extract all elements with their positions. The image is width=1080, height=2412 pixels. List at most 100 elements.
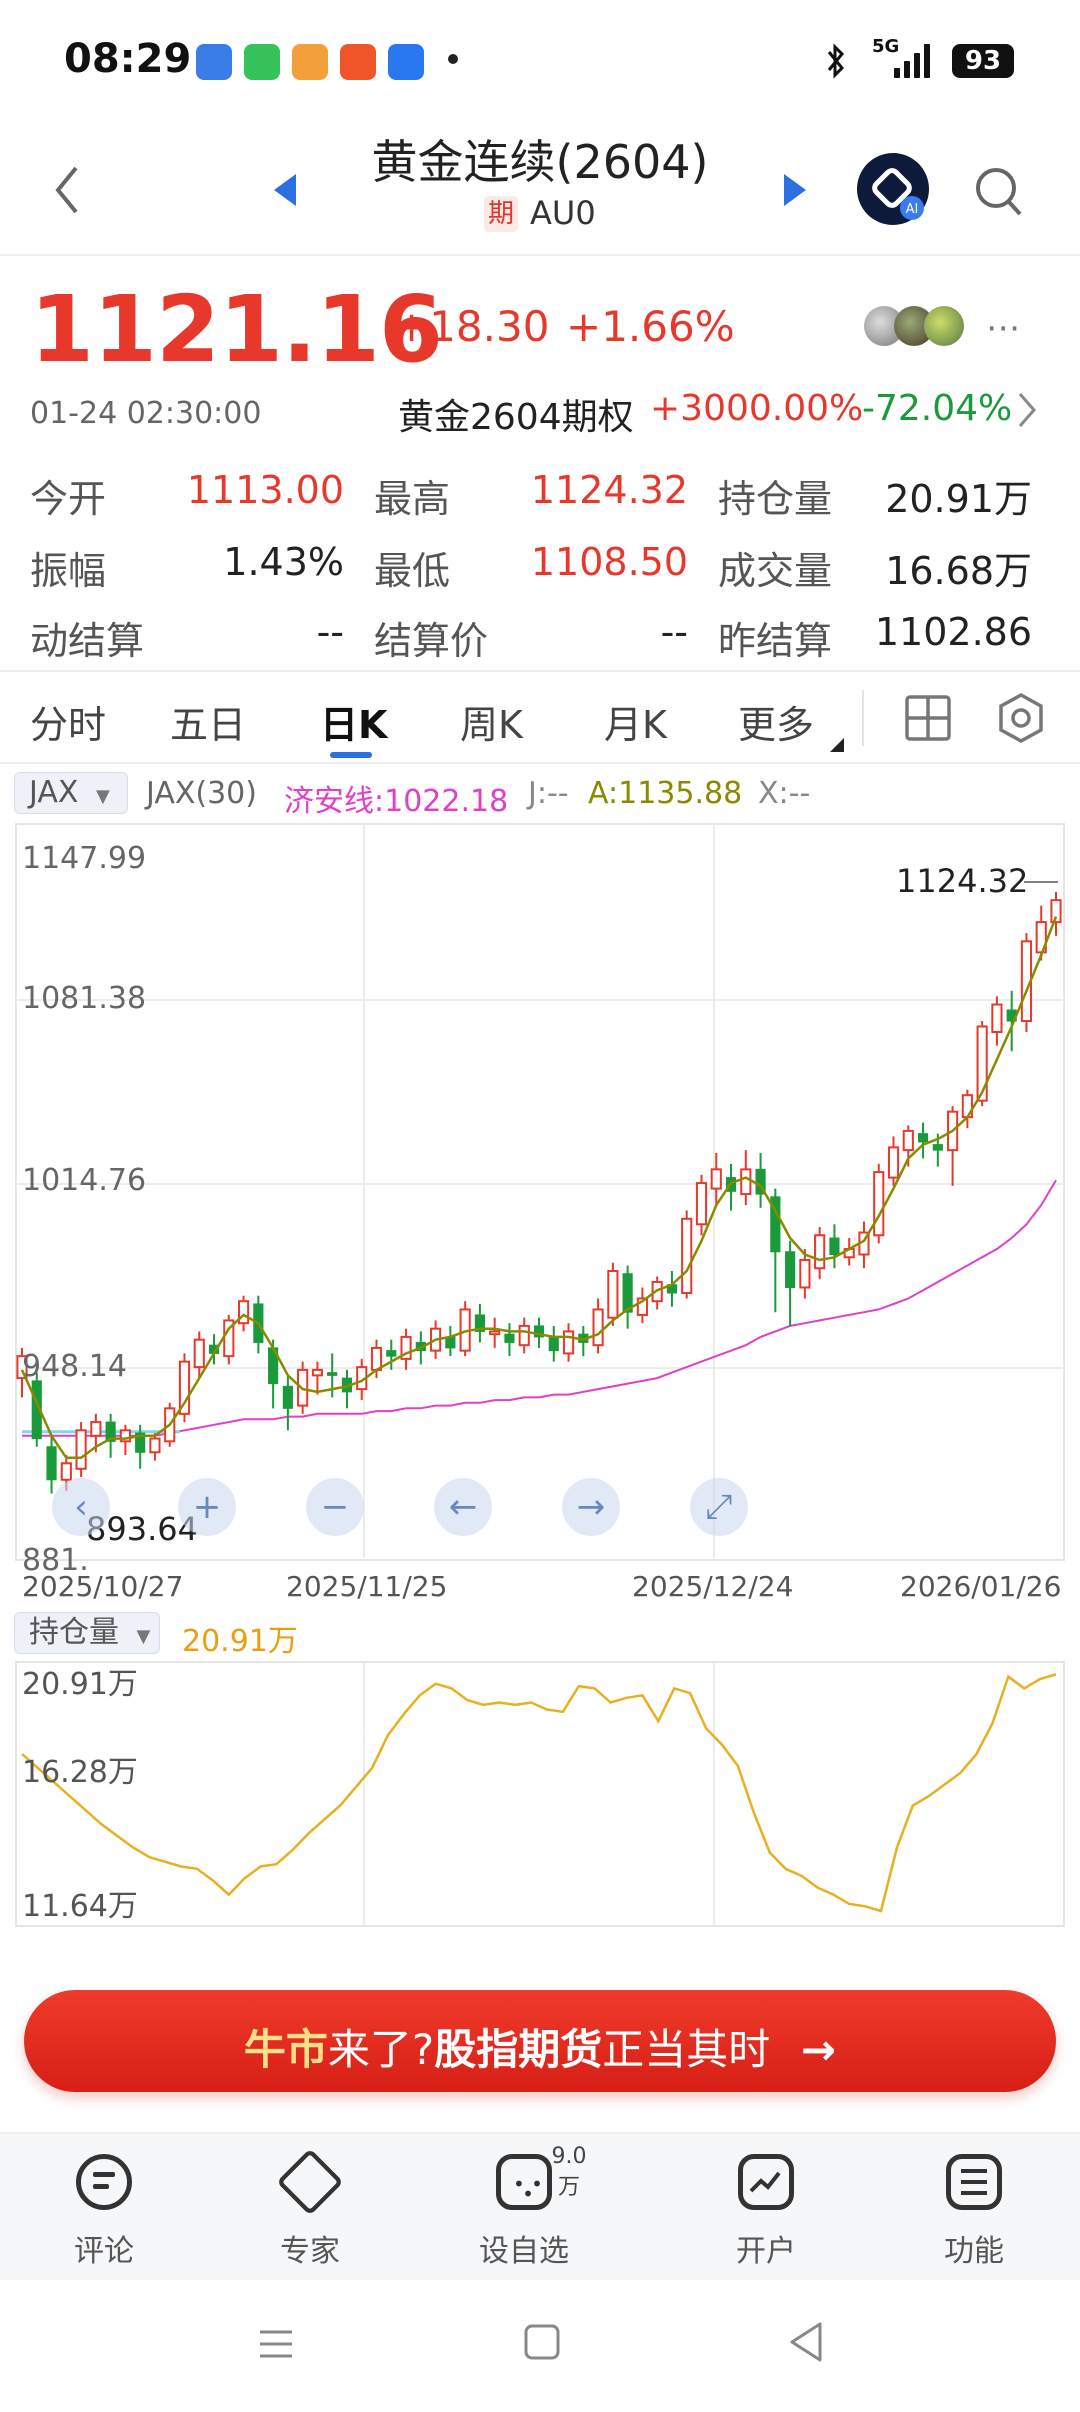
indicator-select[interactable]: JAX ▼ — [14, 772, 128, 814]
y-tick-label: 948.14 — [22, 1349, 127, 1384]
candle-body — [135, 1432, 146, 1453]
candle-body — [327, 1372, 338, 1376]
divider — [862, 690, 864, 746]
stat-label: 成交量 — [718, 549, 833, 593]
ai-icon: AI — [857, 153, 929, 225]
menu-lines-icon — [260, 2330, 292, 2358]
recent-apps-button[interactable] — [256, 2324, 296, 2364]
tab-5[interactable]: 月K — [604, 703, 667, 747]
promo-part3: 股指期货 — [434, 2025, 603, 2074]
search-button[interactable] — [974, 164, 1024, 218]
bottom-bar-item-1[interactable]: 评论 — [34, 2154, 174, 2270]
bottom-bar-label: 开户 — [736, 2234, 796, 2269]
bottom-bar-item-4[interactable]: 开户 — [696, 2154, 836, 2270]
tab-2[interactable]: 五日 — [170, 703, 247, 747]
signal-icon — [894, 44, 934, 78]
active-tab-indicator — [330, 752, 372, 758]
option-change-up: +3000.00% — [650, 388, 864, 429]
back-button[interactable] — [48, 160, 88, 220]
stat-label: 振幅 — [30, 549, 107, 593]
ai-assistant-button[interactable]: AI — [856, 152, 930, 226]
triangle-right-icon — [784, 174, 806, 206]
last-price: 1121.16 — [30, 276, 443, 383]
search-icon — [976, 168, 1022, 216]
futures-tag: 期 — [484, 196, 518, 232]
bottom-bar-label: 评论 — [74, 2234, 134, 2269]
tab-6[interactable]: 更多 — [738, 703, 815, 747]
volume-indicator-select[interactable]: 持仓量 ▼ — [14, 1612, 160, 1654]
option-change-down: -72.04% — [862, 388, 1013, 429]
candle-body — [917, 1133, 929, 1143]
svg-text:AI: AI — [906, 202, 919, 217]
zoom-in-icon[interactable]: + — [178, 1478, 236, 1536]
bottom-bar-item-2[interactable]: 专家 — [240, 2148, 380, 2270]
previous-contract-button[interactable] — [272, 172, 298, 208]
next-contract-button[interactable] — [782, 172, 808, 208]
stat-value: 1108.50 — [530, 540, 688, 584]
caret-down-icon: ▼ — [95, 786, 110, 807]
triangle-left-icon — [274, 174, 296, 206]
chart-settings-button[interactable] — [996, 692, 1046, 744]
y-tick-label: 1147.99 — [22, 841, 146, 876]
y-tick-label: 1014.76 — [22, 1163, 146, 1198]
stat-value: -- — [660, 610, 688, 654]
open-account-icon — [738, 2154, 794, 2210]
add-watchlist-icon: • • • — [496, 2154, 552, 2210]
stat-value: 1.43% — [223, 540, 344, 584]
tab-1[interactable]: 分时 — [30, 703, 107, 747]
candle-body — [31, 1380, 42, 1440]
page-title: 黄金连续(2604) — [371, 135, 709, 189]
candle-body — [282, 1385, 293, 1409]
fullscreen-icon[interactable]: ⤢ — [690, 1478, 748, 1536]
candle-body — [46, 1446, 57, 1481]
home-button[interactable] — [522, 2322, 562, 2362]
x-tick-label: 2026/01/26 — [900, 1570, 1061, 1603]
bottom-bar-item-5[interactable]: 功能 — [904, 2154, 1044, 2270]
avatar — [924, 306, 964, 346]
arrow-left-icon[interactable]: ‹ — [52, 1478, 110, 1536]
candle-body — [237, 1300, 250, 1325]
pan-left-icon[interactable]: ← — [434, 1478, 492, 1536]
stat-label: 结算价 — [374, 619, 489, 663]
candle-body — [710, 1168, 722, 1190]
option-name: 黄金2604期权 — [398, 397, 634, 438]
back-nav-button[interactable] — [786, 2320, 826, 2364]
option-link[interactable]: 黄金2604期权 +3000.00% -72.04% — [398, 384, 1038, 438]
candle-body — [799, 1259, 811, 1289]
promo-banner[interactable]: 牛市来了?股指期货正当其时 → — [24, 1990, 1056, 2092]
bottom-bar-label: 设自选 — [479, 2234, 569, 2269]
candle-body — [636, 1297, 648, 1316]
pan-right-icon[interactable]: → — [562, 1478, 620, 1536]
tab-3[interactable]: 日K — [320, 703, 388, 747]
status-bar: 08:29 5G 93 — [0, 0, 1080, 110]
more-options-icon[interactable]: ⋯ — [986, 308, 1020, 348]
stat-value: 1102.86 — [874, 610, 1032, 654]
open-interest-line — [21, 1673, 1057, 1913]
promo-part4: 正当其时 — [602, 2025, 771, 2074]
more-notifications-icon — [448, 54, 458, 64]
wechat-app-icon — [244, 44, 280, 80]
candle-body — [592, 1308, 604, 1347]
x-tick-label: 2025/12/24 — [632, 1570, 793, 1603]
stat-label: 最高 — [374, 477, 451, 521]
price-change-percent: +1.66% — [566, 302, 735, 351]
candle-body — [622, 1273, 633, 1313]
stat-value: 16.68万 — [885, 549, 1032, 593]
stat-value: -- — [316, 610, 344, 654]
menu-icon — [946, 2154, 1002, 2210]
candle-body — [489, 1330, 501, 1336]
kline-chart[interactable]: 1147.99 1081.38 1014.76 948.14 881.2025/10/2… — [0, 768, 1080, 1928]
candle-body — [548, 1336, 559, 1352]
bottom-bar-item-3[interactable]: • • • 设自选 9.0万 — [454, 2144, 594, 2270]
user-avatars[interactable] — [864, 304, 974, 348]
zoom-out-icon[interactable]: − — [306, 1478, 364, 1536]
stat-value: 1113.00 — [186, 468, 344, 512]
tab-4[interactable]: 周K — [460, 703, 523, 747]
volume-indicator-label: 持仓量 — [29, 1615, 119, 1650]
chevron-left-icon — [55, 166, 78, 214]
chart-frame — [15, 823, 1065, 1561]
candle-body — [695, 1182, 708, 1226]
candle-body — [119, 1429, 131, 1443]
candle-body — [504, 1333, 515, 1343]
layout-button[interactable] — [904, 694, 952, 742]
